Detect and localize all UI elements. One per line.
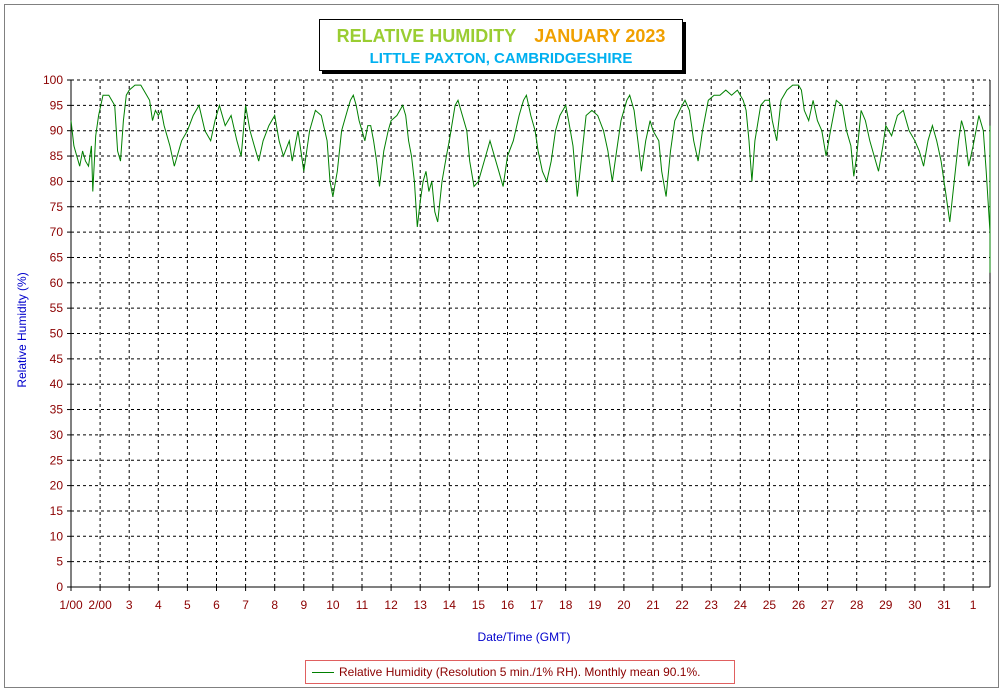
y-tick-label: 55 — [50, 301, 64, 315]
y-tick-label: 70 — [50, 225, 64, 239]
x-tick-label: 4 — [155, 598, 162, 612]
y-tick-label: 100 — [43, 73, 63, 87]
y-tick-label: 80 — [50, 174, 64, 188]
x-tick-label: 9 — [300, 598, 307, 612]
y-tick-label: 60 — [50, 276, 64, 290]
x-tick-label: 13 — [414, 598, 428, 612]
chart-title-box: RELATIVE HUMIDITY JANUARY 2023 LITTLE PAX… — [319, 19, 683, 71]
y-tick-label: 20 — [50, 479, 64, 493]
x-tick-label: 27 — [821, 598, 835, 612]
x-tick-label: 10 — [326, 598, 340, 612]
x-tick-label: 7 — [242, 598, 249, 612]
x-tick-label: 17 — [530, 598, 544, 612]
x-tick-label: 2/00 — [88, 598, 112, 612]
x-tick-label: 16 — [501, 598, 515, 612]
x-tick-label: 18 — [559, 598, 573, 612]
y-tick-label: 0 — [56, 580, 63, 594]
x-tick-label: 22 — [675, 598, 689, 612]
x-axis-label: Date/Time (GMT) — [478, 630, 571, 644]
x-tick-label: 24 — [734, 598, 748, 612]
x-tick-label: 20 — [617, 598, 631, 612]
x-tick-label: 23 — [705, 598, 719, 612]
y-tick-label: 35 — [50, 403, 64, 417]
legend: Relative Humidity (Resolution 5 min./1% … — [305, 660, 735, 684]
x-tick-label: 6 — [213, 598, 220, 612]
x-tick-label: 5 — [184, 598, 191, 612]
x-tick-label: 25 — [763, 598, 777, 612]
legend-line-swatch — [312, 672, 334, 673]
x-tick-label: 30 — [908, 598, 922, 612]
chart-subtitle: LITTLE PAXTON, CAMBRIDGESHIRE — [369, 50, 633, 67]
y-tick-label: 10 — [50, 529, 64, 543]
y-tick-label: 40 — [50, 377, 64, 391]
x-tick-label: 19 — [588, 598, 602, 612]
x-tick-label: 12 — [384, 598, 398, 612]
x-tick-label: 29 — [879, 598, 893, 612]
tick-labels: 0510152025303540455055606570758085909510… — [43, 73, 977, 612]
y-tick-label: 25 — [50, 453, 64, 467]
y-tick-label: 95 — [50, 98, 64, 112]
legend-text: Relative Humidity (Resolution 5 min./1% … — [339, 665, 701, 679]
x-tick-label: 21 — [646, 598, 660, 612]
x-tick-label: 3 — [126, 598, 133, 612]
y-axis-label: Relative Humidity (%) — [15, 272, 29, 387]
y-tick-label: 75 — [50, 200, 64, 214]
x-tick-label: 1/00 — [59, 598, 83, 612]
x-tick-label: 14 — [443, 598, 457, 612]
y-tick-label: 5 — [56, 555, 63, 569]
y-tick-label: 50 — [50, 327, 64, 341]
y-tick-label: 30 — [50, 428, 64, 442]
x-tick-label: 26 — [792, 598, 806, 612]
x-tick-label: 28 — [850, 598, 864, 612]
chart-title-month: JANUARY 2023 — [534, 26, 666, 46]
x-tick-label: 15 — [472, 598, 486, 612]
y-tick-label: 45 — [50, 352, 64, 366]
series-line-relative-humidity — [70, 84, 991, 273]
x-tick-label: 11 — [356, 598, 369, 612]
x-tick-label: 1 — [970, 598, 977, 612]
y-tick-label: 65 — [50, 250, 64, 264]
y-tick-label: 85 — [50, 149, 64, 163]
y-tick-label: 90 — [50, 124, 64, 138]
y-tick-label: 15 — [50, 504, 64, 518]
x-tick-label: 8 — [271, 598, 278, 612]
chart-title: RELATIVE HUMIDITY — [336, 26, 517, 46]
grid — [71, 79, 990, 587]
x-tick-label: 31 — [937, 598, 951, 612]
